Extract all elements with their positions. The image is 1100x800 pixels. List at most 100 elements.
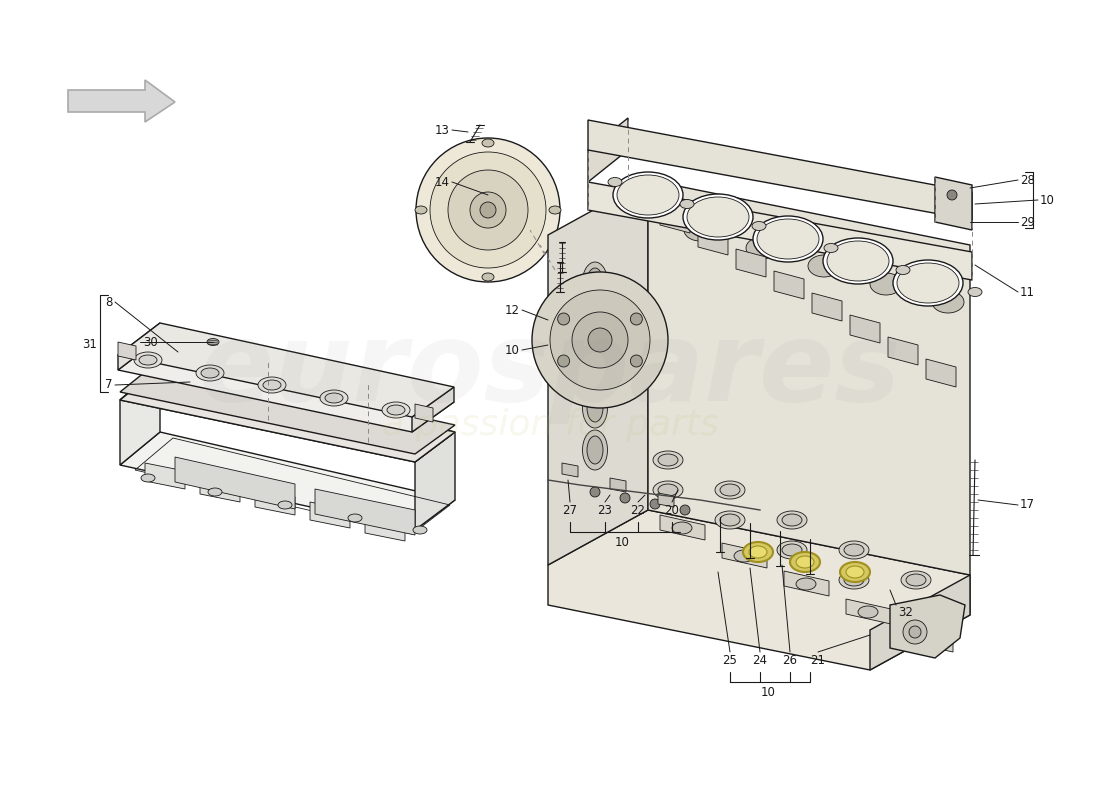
Ellipse shape <box>720 514 740 526</box>
Polygon shape <box>850 315 880 343</box>
Text: 13: 13 <box>436 123 450 137</box>
Ellipse shape <box>757 219 820 259</box>
Polygon shape <box>120 368 455 462</box>
Ellipse shape <box>587 268 603 296</box>
Ellipse shape <box>796 578 816 590</box>
Polygon shape <box>588 118 628 182</box>
Ellipse shape <box>324 393 343 403</box>
Ellipse shape <box>320 390 348 406</box>
Ellipse shape <box>754 216 823 262</box>
Polygon shape <box>310 502 350 528</box>
Circle shape <box>550 290 650 390</box>
Ellipse shape <box>587 394 603 422</box>
Polygon shape <box>658 493 674 507</box>
Ellipse shape <box>839 541 869 559</box>
Circle shape <box>630 355 642 367</box>
Circle shape <box>630 313 642 325</box>
Ellipse shape <box>141 474 155 482</box>
Text: 7: 7 <box>106 378 113 391</box>
Ellipse shape <box>683 194 754 240</box>
Text: 21: 21 <box>811 654 825 666</box>
Text: 26: 26 <box>782 654 797 666</box>
Polygon shape <box>908 627 953 652</box>
Polygon shape <box>648 180 970 575</box>
Ellipse shape <box>808 255 840 277</box>
Ellipse shape <box>680 199 694 209</box>
Ellipse shape <box>896 263 959 303</box>
Ellipse shape <box>263 380 280 390</box>
Ellipse shape <box>749 546 767 558</box>
Polygon shape <box>255 489 295 515</box>
Text: 31: 31 <box>82 338 97 351</box>
Polygon shape <box>888 337 918 365</box>
Text: 10: 10 <box>615 535 629 549</box>
Polygon shape <box>846 599 891 624</box>
Ellipse shape <box>896 266 910 274</box>
Polygon shape <box>68 80 175 122</box>
Ellipse shape <box>968 287 982 297</box>
Ellipse shape <box>742 542 773 562</box>
Ellipse shape <box>482 273 494 281</box>
Ellipse shape <box>613 172 683 218</box>
Ellipse shape <box>201 368 219 378</box>
Polygon shape <box>812 293 842 321</box>
Ellipse shape <box>777 511 807 529</box>
Ellipse shape <box>658 484 678 496</box>
Ellipse shape <box>348 514 362 522</box>
Text: 10: 10 <box>1040 194 1055 206</box>
Text: 27: 27 <box>562 503 578 517</box>
Text: 23: 23 <box>597 503 613 517</box>
Polygon shape <box>935 177 972 230</box>
Polygon shape <box>118 338 454 432</box>
Polygon shape <box>120 432 455 530</box>
Text: 14: 14 <box>434 175 450 189</box>
Polygon shape <box>548 510 970 670</box>
Circle shape <box>558 355 570 367</box>
Ellipse shape <box>672 522 692 534</box>
Text: 30: 30 <box>143 335 157 349</box>
Polygon shape <box>315 489 415 535</box>
Polygon shape <box>118 342 136 360</box>
Polygon shape <box>120 360 455 454</box>
Ellipse shape <box>608 178 622 186</box>
Ellipse shape <box>901 601 931 619</box>
Polygon shape <box>412 387 454 432</box>
Ellipse shape <box>840 562 870 582</box>
Ellipse shape <box>278 501 292 509</box>
Ellipse shape <box>932 291 964 313</box>
Polygon shape <box>784 571 829 596</box>
Circle shape <box>588 328 612 352</box>
Circle shape <box>416 138 560 282</box>
Ellipse shape <box>412 526 427 534</box>
Circle shape <box>470 192 506 228</box>
Text: 20: 20 <box>664 503 680 517</box>
Polygon shape <box>926 359 956 387</box>
Ellipse shape <box>715 481 745 499</box>
Polygon shape <box>175 457 295 509</box>
Text: 11: 11 <box>1020 286 1035 298</box>
Polygon shape <box>200 476 240 502</box>
Text: 25: 25 <box>723 654 737 666</box>
Ellipse shape <box>482 139 494 147</box>
Ellipse shape <box>858 606 878 618</box>
Ellipse shape <box>549 206 561 214</box>
Text: eurospares: eurospares <box>199 317 901 423</box>
Polygon shape <box>415 432 455 530</box>
Polygon shape <box>120 365 160 465</box>
Ellipse shape <box>777 541 807 559</box>
Circle shape <box>430 152 546 268</box>
Circle shape <box>680 505 690 515</box>
Text: 28: 28 <box>1020 174 1035 186</box>
Ellipse shape <box>720 484 740 496</box>
Polygon shape <box>610 478 626 492</box>
Ellipse shape <box>617 175 679 215</box>
Ellipse shape <box>196 365 224 381</box>
Ellipse shape <box>653 451 683 469</box>
Polygon shape <box>588 120 972 220</box>
Ellipse shape <box>790 552 820 572</box>
Ellipse shape <box>906 604 926 616</box>
Polygon shape <box>774 271 804 299</box>
Ellipse shape <box>839 571 869 589</box>
Ellipse shape <box>139 355 157 365</box>
Ellipse shape <box>782 544 802 556</box>
